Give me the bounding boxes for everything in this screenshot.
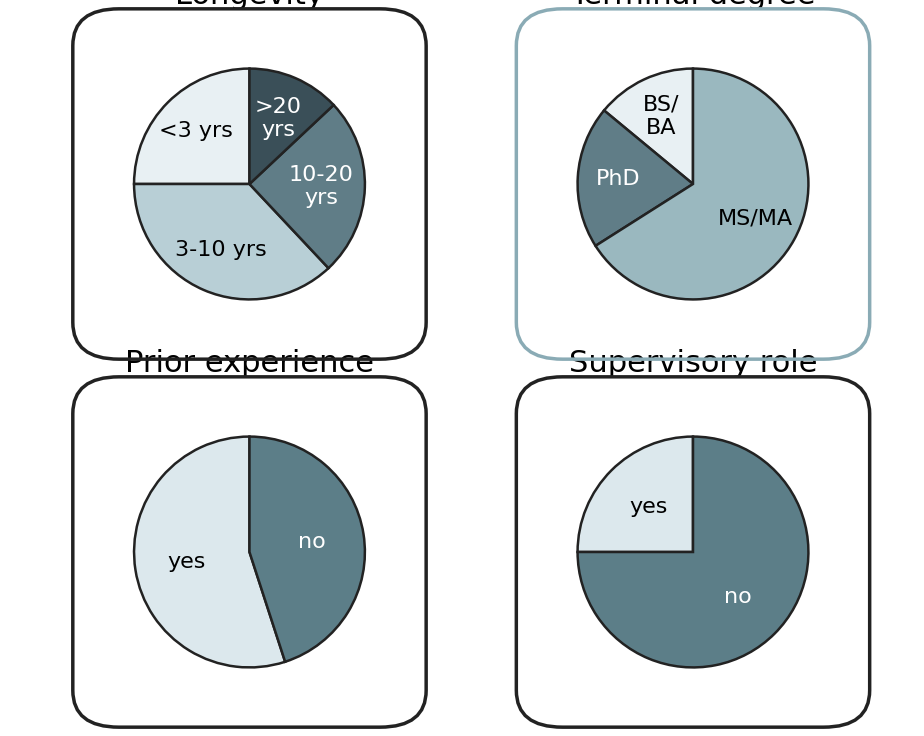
Wedge shape (578, 110, 693, 246)
Wedge shape (578, 436, 693, 552)
Title: Terminal degree: Terminal degree (570, 0, 816, 10)
Wedge shape (249, 436, 365, 662)
Text: 3-10 yrs: 3-10 yrs (176, 240, 267, 260)
Title: Prior experience: Prior experience (125, 349, 374, 378)
Text: PhD: PhD (596, 169, 640, 189)
Text: >20
yrs: >20 yrs (254, 96, 301, 140)
Wedge shape (604, 68, 693, 184)
Text: 10-20
yrs: 10-20 yrs (288, 165, 354, 208)
Wedge shape (134, 68, 249, 184)
Text: yes: yes (167, 552, 206, 572)
Wedge shape (578, 436, 808, 668)
Wedge shape (134, 436, 286, 668)
Text: MS/MA: MS/MA (718, 208, 794, 228)
Wedge shape (596, 68, 808, 300)
Text: no: no (298, 532, 326, 552)
Title: Longevity: Longevity (175, 0, 324, 10)
Text: <3 yrs: <3 yrs (160, 121, 234, 141)
Wedge shape (249, 68, 334, 184)
Text: yes: yes (629, 497, 667, 517)
Wedge shape (249, 105, 365, 268)
Wedge shape (134, 184, 329, 300)
Text: no: no (724, 587, 752, 607)
Title: Supervisory role: Supervisory role (569, 349, 817, 378)
Text: BS/
BA: BS/ BA (643, 94, 679, 138)
